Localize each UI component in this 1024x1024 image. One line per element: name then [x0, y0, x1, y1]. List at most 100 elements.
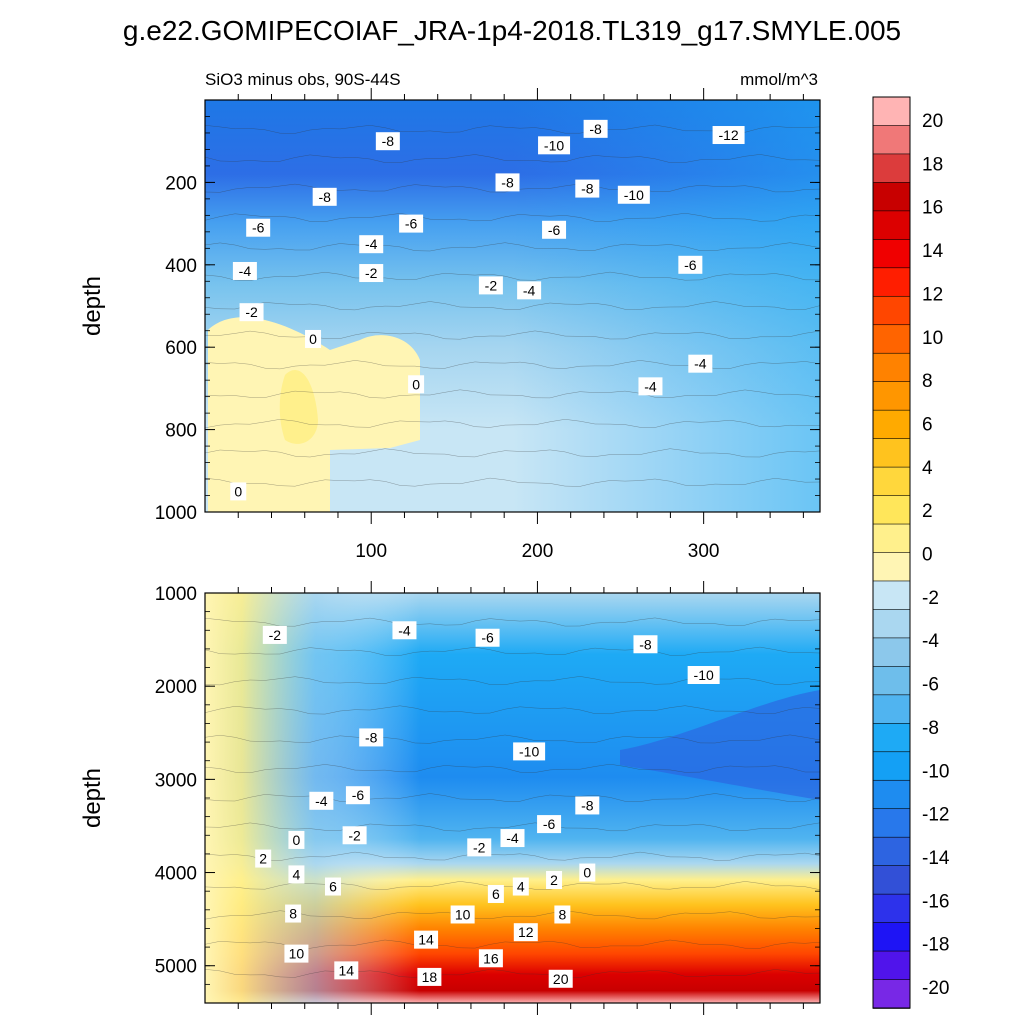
contour-label-box: [495, 173, 520, 192]
contour-label: 4: [293, 866, 301, 882]
colorbar-label: 10: [922, 328, 943, 349]
contour-line: [204, 242, 821, 252]
colorbar-swatch: [872, 381, 911, 411]
contour-label-box: [359, 728, 384, 747]
contour-line: [204, 301, 821, 311]
contour-label: 20: [553, 971, 569, 987]
contour-label-box: [638, 377, 663, 396]
contour-label: -4: [694, 356, 707, 372]
contour-label-box: [678, 255, 703, 274]
contour-label: 14: [338, 962, 354, 978]
contour-label-box: [288, 865, 305, 884]
colorbar-label: -12: [922, 805, 949, 826]
contour-label: 14: [418, 932, 434, 948]
contour-line: [204, 419, 821, 429]
colorbar-label: 6: [922, 414, 933, 435]
x-tick-label: 200: [522, 541, 554, 562]
contour-label: -8: [318, 189, 331, 205]
contour-label: 10: [455, 906, 471, 922]
colorbar-swatch: [872, 352, 911, 383]
contour-label-box: [575, 179, 600, 198]
colorbar-swatch: [872, 210, 911, 241]
contour-line: [204, 734, 821, 744]
contour-label-box: [392, 621, 417, 640]
colorbar-label: 4: [922, 458, 933, 479]
contour-label-box: [305, 329, 322, 348]
lower-panel: -2 -4 -6 -8 -10 -8 -10 -4 -6 -8 -2 0 -6 -4 -2 2 4 6 0 2 4 6 8 1…: [79, 581, 821, 1015]
y-tick-label: 4000: [155, 864, 197, 885]
contour-label: -4: [523, 282, 536, 298]
contour-label: 0: [234, 483, 242, 499]
colorbar-label: -18: [922, 935, 949, 956]
contour-label-box: [538, 136, 571, 155]
colorbar-swatch: [872, 637, 911, 668]
colorbar-frame: [872, 96, 911, 1009]
contour-label: 0: [293, 832, 301, 848]
contour-label: -8: [382, 133, 395, 149]
contour-label: 6: [492, 886, 500, 902]
contour-line: [204, 330, 821, 340]
contour-label: 2: [259, 851, 267, 867]
colorbar-label: -20: [922, 978, 949, 999]
contour-label-box: [239, 303, 264, 322]
contour-label: -2: [473, 839, 486, 855]
contour-label-box: [417, 967, 442, 986]
contour-line: [204, 822, 821, 832]
colorbar-swatch: [872, 580, 911, 611]
lower-deep-minimum: [620, 690, 820, 800]
colorbar-swatch: [872, 438, 911, 468]
colorbar: 20181614121086420-2-4-6-8-10-12-14-16-18…: [872, 96, 950, 1009]
contour-line: [204, 617, 821, 627]
contour-label-box: [262, 625, 287, 644]
colorbar-label: -10: [922, 761, 949, 782]
contour-label-box: [414, 930, 439, 949]
upper-ylabel: depth: [79, 276, 106, 336]
y-tick-label: 3000: [155, 770, 197, 791]
colorbar-swatch: [872, 950, 911, 981]
contour-label: 18: [422, 969, 438, 985]
contour-label-box: [513, 742, 546, 761]
contour-label-box: [617, 185, 650, 204]
contour-label: -12: [718, 127, 738, 143]
contour-line: [204, 183, 821, 193]
lower-field-west: [205, 593, 820, 1003]
colorbar-label: -4: [922, 631, 939, 652]
contour-label-box: [579, 863, 596, 882]
subtitle-left: SiO3 minus obs, 90S-44S: [205, 70, 401, 89]
contour-line: [204, 851, 821, 861]
colorbar-label: 18: [922, 154, 943, 175]
contour-label: 16: [483, 950, 499, 966]
contour-label: -8: [365, 729, 378, 745]
y-tick-label: 1000: [155, 584, 197, 605]
contour-label-box: [230, 482, 247, 501]
contour-label: -4: [365, 236, 378, 252]
lower-contour-labels: -2 -4 -6 -8 -10 -8 -10 -4 -6 -8 -2 0 -6 -4 -2 2 4 6 0 2 4 6 8 1…: [204, 617, 821, 988]
contour-line: [204, 793, 821, 803]
subtitle-right: mmol/m^3: [740, 70, 818, 89]
contour-label-box: [309, 791, 334, 810]
contour-line: [204, 389, 821, 399]
contour-label: -6: [405, 216, 418, 232]
colorbar-swatch: [872, 779, 911, 810]
colorbar-label: -8: [922, 718, 939, 739]
contour-label: -8: [589, 121, 602, 137]
lower-ylabel: depth: [79, 768, 106, 828]
colorbar-label: -6: [922, 675, 939, 696]
lower-frame: [204, 592, 821, 1004]
contour-label-box: [450, 905, 475, 924]
contour-label-box: [375, 132, 400, 151]
contour-label-box: [548, 969, 573, 988]
colorbar-swatch: [872, 694, 911, 725]
colorbar-swatch: [872, 239, 911, 269]
contour-label: -2: [245, 304, 258, 320]
colorbar-label: 8: [922, 371, 933, 392]
contour-label: 12: [518, 924, 534, 940]
contour-label: -10: [694, 667, 714, 683]
contour-label: -6: [543, 816, 556, 832]
contour-label-box: [255, 849, 272, 868]
contour-label-box: [517, 281, 542, 300]
contour-line: [204, 763, 820, 774]
colorbar-label: -16: [922, 891, 949, 912]
contour-label: -4: [398, 622, 411, 638]
contour-line: [204, 705, 821, 715]
